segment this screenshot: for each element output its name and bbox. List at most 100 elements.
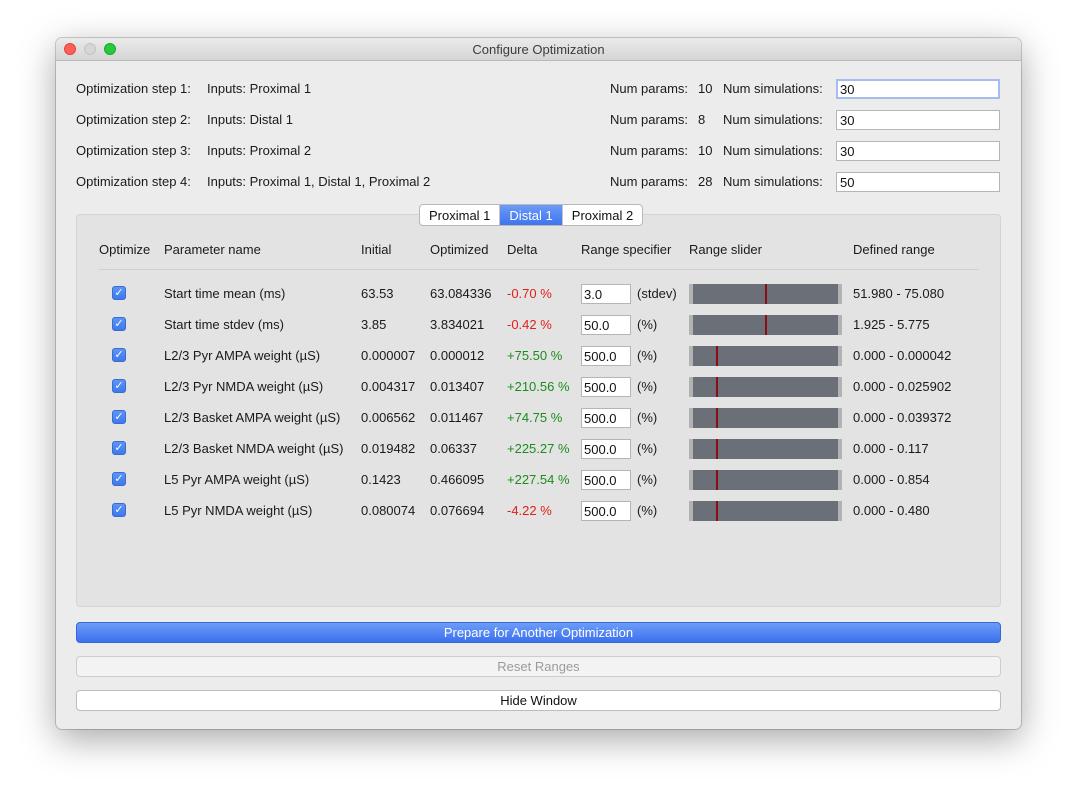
slider-marker[interactable] (716, 408, 718, 428)
optimize-checkbox[interactable]: ✓ (112, 348, 126, 362)
optimized-value: 0.013407 (430, 379, 485, 394)
step-label: Optimization step 2: (76, 112, 191, 127)
range-unit: (%) (637, 410, 658, 425)
parameter-name: L2/3 Pyr NMDA weight (µS) (164, 379, 324, 394)
optimization-step-row: Optimization step 1: Inputs: Proximal 1 Nu… (76, 78, 1001, 100)
num-simulations-label: Num simulations: (723, 143, 823, 158)
range-slider[interactable] (689, 346, 842, 366)
slider-marker[interactable] (716, 501, 718, 521)
num-params-label: Num params: (610, 143, 689, 158)
optimize-checkbox[interactable]: ✓ (112, 441, 126, 455)
optimize-checkbox[interactable]: ✓ (112, 286, 126, 300)
range-specifier-input[interactable] (581, 315, 631, 335)
optimized-value: 0.466095 (430, 472, 485, 487)
minimize-window-button[interactable] (84, 43, 96, 55)
num-simulations-input[interactable] (836, 172, 1000, 192)
num-simulations-input[interactable] (836, 110, 1000, 130)
range-specifier-input[interactable] (581, 284, 631, 304)
slider-marker[interactable] (716, 439, 718, 459)
range-slider[interactable] (689, 315, 842, 335)
parameter-row: ✓ L2/3 Pyr AMPA weight (µS) 0.000007 0.0000… (56, 345, 1021, 367)
hide-window-button[interactable]: Hide Window (76, 690, 1001, 711)
optimized-value: 0.011467 (430, 410, 484, 425)
delta-value: +227.54 % (507, 472, 570, 487)
delta-value: +225.27 % (507, 441, 570, 456)
delta-value: -0.42 % (507, 317, 552, 332)
range-slider[interactable] (689, 284, 842, 304)
parameter-name: Start time stdev (ms) (164, 317, 284, 332)
num-simulations-label: Num simulations: (723, 112, 823, 127)
slider-marker[interactable] (716, 470, 718, 490)
range-slider[interactable] (689, 408, 842, 428)
range-specifier-input[interactable] (581, 501, 631, 521)
num-params-label: Num params: (610, 174, 689, 189)
parameter-name: L5 Pyr AMPA weight (µS) (164, 472, 310, 487)
slider-marker[interactable] (716, 377, 718, 397)
tab-proximal-2[interactable]: Proximal 2 (561, 205, 642, 225)
num-simulations-input[interactable] (836, 79, 1000, 99)
num-params-label: Num params: (610, 81, 689, 96)
header-optimize: Optimize (99, 242, 151, 257)
range-unit: (%) (637, 472, 658, 487)
title-bar[interactable]: Configure Optimization (56, 38, 1021, 61)
header-divider (99, 269, 979, 270)
delta-value: -4.22 % (507, 503, 552, 518)
optimize-checkbox[interactable]: ✓ (112, 472, 126, 486)
num-simulations-label: Num simulations: (723, 81, 823, 96)
step-inputs: Inputs: Distal 1 (207, 112, 293, 127)
range-specifier-input[interactable] (581, 346, 631, 366)
parameter-name: Start time mean (ms) (164, 286, 286, 301)
parameter-row: ✓ L2/3 Basket NMDA weight (µS) 0.019482 0.0… (56, 438, 1021, 460)
step-inputs: Inputs: Proximal 1, Distal 1, Proximal 2 (207, 174, 431, 189)
range-unit: (%) (637, 348, 658, 363)
header-range-specifier: Range specifier (581, 242, 672, 257)
tab-distal-1[interactable]: Distal 1 (499, 205, 562, 225)
optimized-value: 0.06337 (430, 441, 477, 456)
range-unit: (%) (637, 379, 658, 394)
range-slider[interactable] (689, 439, 842, 459)
reset-ranges-button[interactable]: Reset Ranges (76, 656, 1001, 677)
defined-range: 0.000 - 0.025902 (853, 379, 952, 394)
optimize-checkbox[interactable]: ✓ (112, 317, 126, 331)
range-specifier-input[interactable] (581, 377, 631, 397)
parameter-row: ✓ L5 Pyr AMPA weight (µS) 0.1423 0.466095 +2… (56, 469, 1021, 491)
prepare-another-optimization-button[interactable]: Prepare for Another Optimization (76, 622, 1001, 643)
delta-value: +75.50 % (507, 348, 563, 363)
tab-proximal-1[interactable]: Proximal 1 (429, 208, 491, 223)
optimize-checkbox[interactable]: ✓ (112, 410, 126, 424)
close-window-button[interactable] (64, 43, 76, 55)
optimization-step-row: Optimization step 3: Inputs: Proximal 2 Nu… (76, 140, 1001, 162)
slider-marker[interactable] (716, 346, 718, 366)
zoom-window-button[interactable] (104, 43, 116, 55)
num-simulations-input[interactable] (836, 141, 1000, 161)
range-specifier-input[interactable] (581, 408, 631, 428)
header-defined-range: Defined range (853, 242, 935, 257)
window-title: Configure Optimization (472, 42, 605, 57)
range-specifier-input[interactable] (581, 470, 631, 490)
parameter-name: L2/3 Pyr AMPA weight (µS) (164, 348, 321, 363)
input-tabs: Proximal 1 Distal 1 Proximal 2 (419, 204, 644, 226)
defined-range: 0.000 - 0.117 (853, 441, 929, 456)
defined-range: 0.000 - 0.854 (853, 472, 930, 487)
range-slider[interactable] (689, 501, 842, 521)
initial-value: 63.53 (361, 286, 394, 301)
range-slider[interactable] (689, 377, 842, 397)
step-label: Optimization step 4: (76, 174, 191, 189)
header-initial: Initial (361, 242, 392, 257)
optimize-checkbox[interactable]: ✓ (112, 503, 126, 517)
range-unit: (%) (637, 317, 658, 332)
range-specifier-input[interactable] (581, 439, 631, 459)
num-params-label: Num params: (610, 112, 689, 127)
step-label: Optimization step 1: (76, 81, 191, 96)
optimize-checkbox[interactable]: ✓ (112, 379, 126, 393)
slider-marker[interactable] (765, 315, 767, 335)
initial-value: 0.004317 (361, 379, 416, 394)
parameter-row: ✓ L2/3 Basket AMPA weight (µS) 0.006562 0.0… (56, 407, 1021, 429)
num-params-value: 10 (698, 81, 713, 96)
initial-value: 0.019482 (361, 441, 416, 456)
initial-value: 3.85 (361, 317, 387, 332)
slider-marker[interactable] (765, 284, 767, 304)
range-unit: (stdev) (637, 286, 677, 301)
range-slider[interactable] (689, 470, 842, 490)
defined-range: 0.000 - 0.480 (853, 503, 930, 518)
